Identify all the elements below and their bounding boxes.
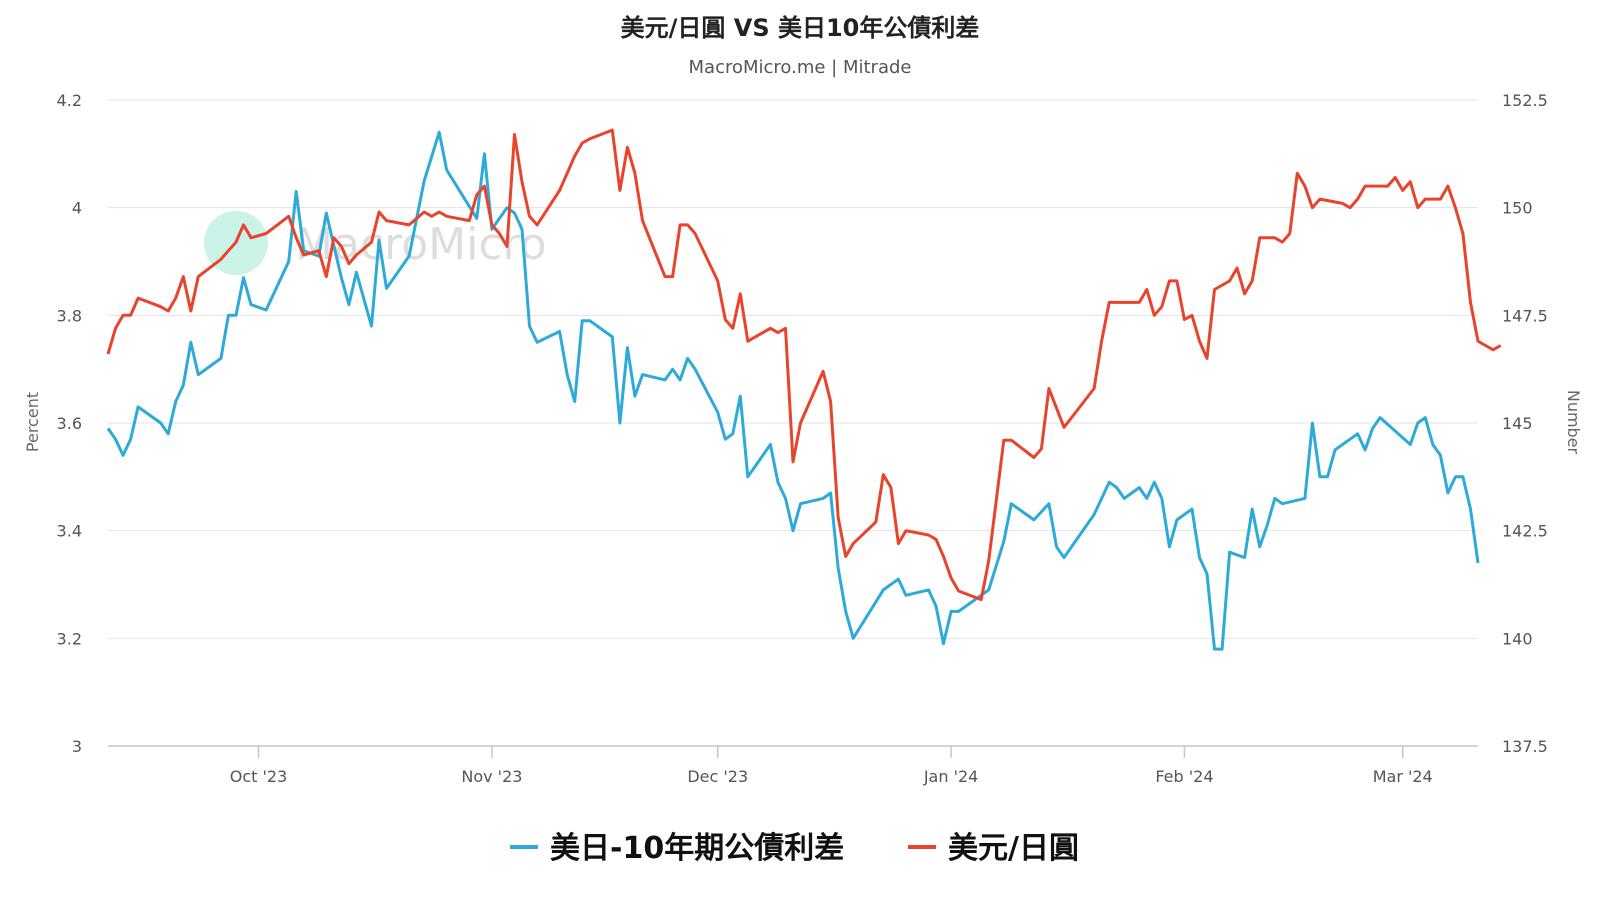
- y-right-tick-label: 152.5: [1502, 91, 1548, 110]
- y-left-tick-label: 3.4: [57, 522, 82, 541]
- y-left-tick-label: 3: [72, 737, 82, 756]
- y-axis-right: 137.5 140 142.5 145 147.5 150 152.5: [1502, 91, 1548, 756]
- x-tick-label: Dec '23: [687, 767, 748, 786]
- chart-title: 美元/日圓 VS 美日10年公債利差: [621, 14, 980, 42]
- series-line-0: [106, 130, 1480, 651]
- y-axis-right-title: Number: [1564, 390, 1583, 455]
- x-axis: Oct '23 Nov '23 Dec '23 Jan '24 Feb '24 Mar '…: [230, 746, 1433, 786]
- series-lines: [106, 128, 1502, 651]
- grid: [108, 99, 1478, 747]
- y-axis-left: 3 3.2 3.4 3.6 3.8 4 4.2: [57, 91, 82, 756]
- legend-label: 美日-10年期公債利差: [550, 831, 844, 866]
- y-right-tick-label: 137.5: [1502, 737, 1548, 756]
- y-right-tick-label: 150: [1502, 199, 1533, 218]
- legend: 美日-10年期公債利差 美元/日圓: [510, 831, 1079, 866]
- legend-item-usdjpy[interactable]: 美元/日圓: [908, 831, 1079, 866]
- x-tick-label: Feb '24: [1155, 767, 1213, 786]
- legend-label: 美元/日圓: [948, 831, 1079, 866]
- y-left-tick-label: 4: [72, 199, 82, 218]
- x-tick-label: Jan '24: [923, 767, 979, 786]
- chart-subtitle: MacroMicro.me | Mitrade: [689, 57, 912, 78]
- y-right-tick-label: 145: [1502, 414, 1533, 433]
- y-right-tick-label: 147.5: [1502, 306, 1548, 325]
- x-tick-label: Nov '23: [461, 767, 522, 786]
- x-tick-label: Oct '23: [230, 767, 288, 786]
- y-left-tick-label: 3.2: [57, 629, 82, 648]
- y-axis-left-title: Percent: [23, 392, 42, 452]
- y-left-tick-label: 3.8: [57, 306, 82, 325]
- y-right-tick-label: 140: [1502, 629, 1533, 648]
- y-left-tick-label: 4.2: [57, 91, 82, 110]
- y-left-tick-label: 3.6: [57, 414, 82, 433]
- legend-item-spread[interactable]: 美日-10年期公債利差: [510, 831, 844, 866]
- series-line-1: [106, 128, 1502, 602]
- x-tick-label: Mar '24: [1373, 767, 1433, 786]
- y-right-tick-label: 142.5: [1502, 522, 1548, 541]
